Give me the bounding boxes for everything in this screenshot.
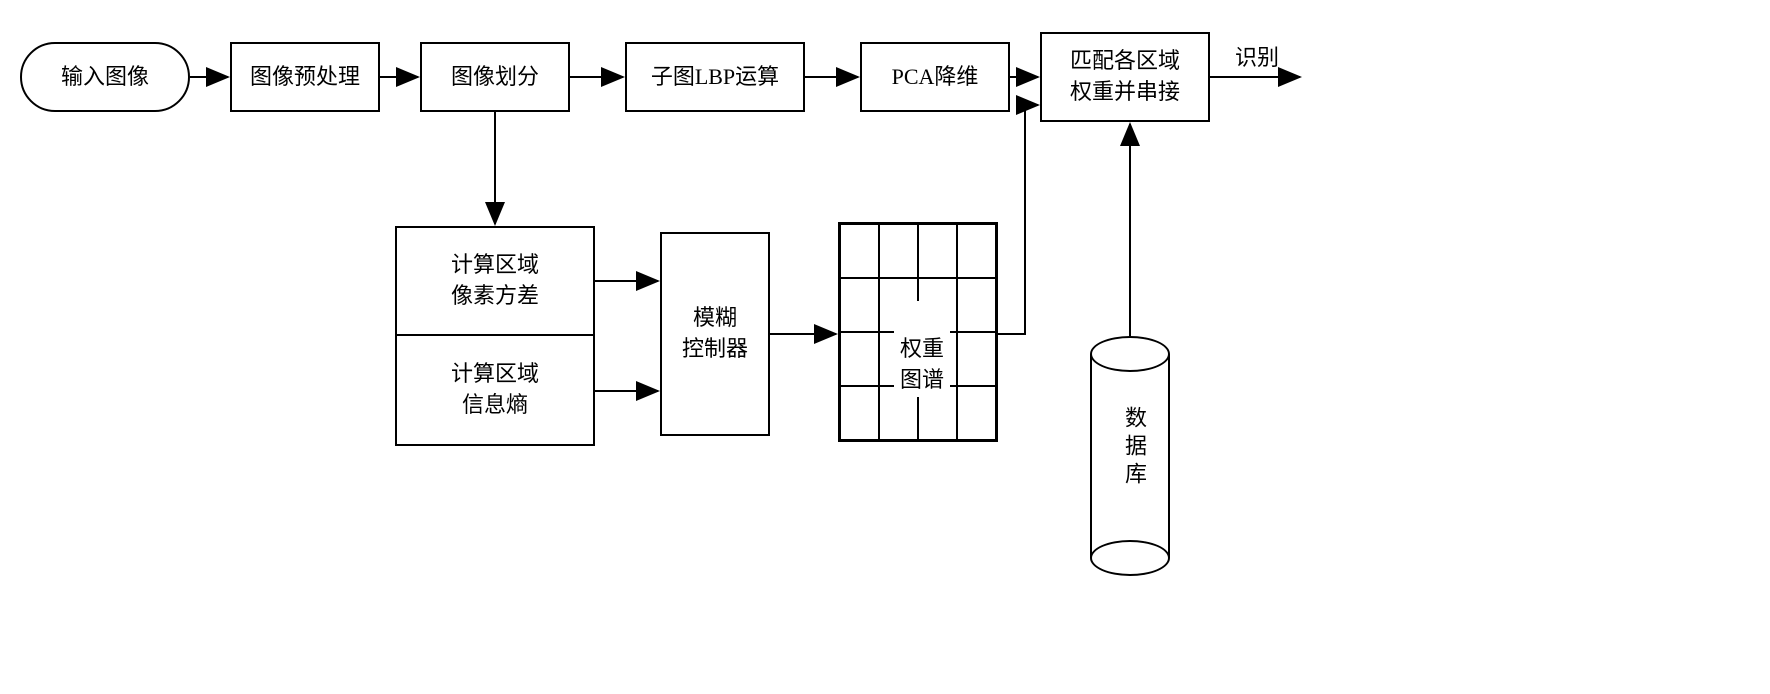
- grid-cell: [957, 278, 996, 332]
- node-label: 图像划分: [451, 62, 539, 93]
- node-label: 模糊 控制器: [682, 303, 748, 365]
- node-label: 图像预处理: [250, 62, 360, 93]
- grid-cell: [918, 332, 957, 386]
- node-label: 匹配各区域 权重并串接: [1070, 46, 1180, 108]
- grid-cell: [957, 386, 996, 440]
- grid-cell: [918, 386, 957, 440]
- node-entropy: 计算区域 信息熵: [395, 336, 595, 446]
- node-label: PCA降维: [892, 62, 979, 93]
- grid-cell: [840, 332, 879, 386]
- label-recognize: 识别: [1235, 40, 1279, 72]
- node-pca: PCA降维: [860, 42, 1010, 112]
- node-database: 数据库: [1090, 336, 1170, 576]
- node-label: 计算区域 信息熵: [451, 359, 539, 421]
- node-lbp: 子图LBP运算: [625, 42, 805, 112]
- node-preprocess: 图像预处理: [230, 42, 380, 112]
- grid-cell: [918, 224, 957, 278]
- grid-cell: [840, 224, 879, 278]
- grid-cell: [879, 224, 918, 278]
- node-input-image: 输入图像: [20, 42, 190, 112]
- node-match: 匹配各区域 权重并串接: [1040, 32, 1210, 122]
- node-label: 计算区域 像素方差: [451, 250, 539, 312]
- grid-cell: [840, 386, 879, 440]
- grid-cell: [840, 278, 879, 332]
- grid-cell: [957, 224, 996, 278]
- node-partition: 图像划分: [420, 42, 570, 112]
- grid-cell: [957, 332, 996, 386]
- node-variance: 计算区域 像素方差: [395, 226, 595, 336]
- grid-cell: [918, 278, 957, 332]
- grid-cell: [879, 386, 918, 440]
- database-label: 数据库: [1118, 406, 1150, 490]
- node-fuzzy: 模糊 控制器: [660, 232, 770, 436]
- label-text: 识别: [1235, 45, 1279, 70]
- node-label: 输入图像: [61, 62, 149, 93]
- node-weightmap: [838, 222, 998, 442]
- grid-cell: [879, 332, 918, 386]
- node-label: 子图LBP运算: [651, 62, 779, 93]
- grid-cell: [879, 278, 918, 332]
